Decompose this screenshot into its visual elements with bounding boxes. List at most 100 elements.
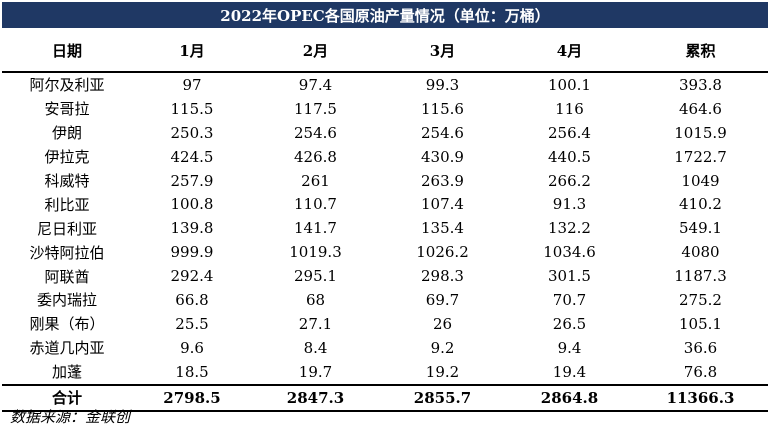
value-cell: 424.5: [170, 147, 214, 166]
table-row: 沙特阿拉伯 999.9 1019.3 1026.2 1034.6 4080: [2, 240, 768, 264]
country-cell: 安哥拉: [44, 100, 90, 119]
source-note: 数据来源：金联创: [10, 408, 131, 426]
value-cell: 256.4: [548, 123, 591, 142]
country-cell: 刚果（布）: [29, 315, 105, 334]
value-cell: 1722.7: [674, 147, 727, 166]
country-cell: 利比亚: [44, 195, 90, 214]
value-cell: 115.5: [170, 99, 214, 118]
country-cell: 阿联酋: [44, 267, 90, 286]
value-cell: 132.2: [548, 219, 591, 238]
value-cell: 250.3: [170, 123, 214, 142]
value-cell: 430.9: [421, 147, 464, 166]
value-cell: 66.8: [175, 290, 209, 309]
table-row: 利比亚 100.8 110.7 107.4 91.3 410.2: [2, 192, 768, 216]
header-cell-mar: 3月: [429, 41, 456, 60]
table-row: 尼日利亚 139.8 141.7 135.4 132.2 549.1: [2, 216, 768, 240]
value-cell: 100.1: [548, 75, 591, 94]
value-cell: 68: [305, 290, 326, 309]
table-row: 委内瑞拉 66.8 68 69.7 70.7 275.2: [2, 288, 768, 312]
value-cell: 135.4: [421, 219, 464, 238]
header-cell-apr: 4月: [556, 41, 583, 60]
value-cell: 99.3: [425, 75, 460, 94]
value-cell: 19.7: [298, 362, 333, 381]
value-cell: 91.3: [552, 195, 587, 214]
total-cell: 2847.3: [286, 388, 345, 407]
value-cell: 141.7: [294, 219, 337, 238]
table-row: 伊拉克 424.5 426.8 430.9 440.5 1722.7: [2, 145, 768, 169]
value-cell: 36.6: [683, 338, 718, 357]
country-cell: 加蓬: [51, 363, 82, 382]
value-cell: 19.2: [425, 362, 460, 381]
value-cell: 116: [555, 99, 584, 118]
country-cell: 赤道几内亚: [29, 339, 105, 358]
value-cell: 292.4: [170, 267, 214, 286]
value-cell: 117.5: [294, 99, 337, 118]
value-cell: 100.8: [170, 195, 214, 214]
value-cell: 4080: [681, 243, 720, 262]
value-cell: 1187.3: [674, 267, 727, 286]
value-cell: 254.6: [294, 123, 337, 142]
value-cell: 1019.3: [289, 243, 342, 262]
table-total-row: 合计 2798.5 2847.3 2855.7 2864.8 11366.3: [2, 383, 768, 412]
value-cell: 275.2: [679, 290, 722, 309]
table-title: 2022年OPEC各国原油产量情况（单位：万桶）: [2, 2, 768, 28]
value-cell: 9.4: [557, 338, 582, 357]
country-cell: 科威特: [44, 172, 90, 190]
value-cell: 263.9: [421, 171, 464, 190]
value-cell: 393.8: [679, 75, 722, 94]
header-cell-date: 日期: [51, 41, 82, 60]
value-cell: 464.6: [679, 99, 722, 118]
value-cell: 18.5: [175, 362, 209, 381]
value-cell: 27.1: [298, 314, 333, 333]
table-row: 阿联酋 292.4 295.1 298.3 301.5 1187.3: [2, 264, 768, 288]
production-table: 日期 1月 2月 3月 4月 累积 阿尔及利亚 97 97.4 99.3 100.1 39…: [2, 29, 768, 412]
value-cell: 257.9: [170, 171, 214, 190]
value-cell: 549.1: [679, 219, 722, 238]
value-cell: 254.6: [421, 123, 464, 142]
total-label: 合计: [51, 389, 82, 408]
value-cell: 1034.6: [543, 243, 596, 262]
table-header-row: 日期 1月 2月 3月 4月 累积: [2, 29, 768, 73]
country-cell: 委内瑞拉: [36, 291, 97, 310]
value-cell: 115.6: [421, 99, 464, 118]
value-cell: 426.8: [294, 147, 337, 166]
country-cell: 伊拉克: [44, 148, 90, 167]
total-cell: 2855.7: [413, 388, 472, 407]
table-row: 阿尔及利亚 97 97.4 99.3 100.1 393.8: [2, 73, 768, 97]
table-row: 加蓬 18.5 19.7 19.2 19.4 76.8: [2, 360, 768, 384]
header-cell-cumulative: 累积: [685, 41, 716, 60]
value-cell: 999.9: [170, 243, 214, 262]
value-cell: 25.5: [175, 314, 209, 333]
value-cell: 107.4: [421, 195, 464, 214]
header-cell-jan: 1月: [179, 41, 205, 60]
table-row: 赤道几内亚 9.6 8.4 9.2 9.4 36.6: [2, 336, 768, 360]
value-cell: 26.5: [552, 314, 587, 333]
value-cell: 105.1: [679, 314, 722, 333]
value-cell: 97.4: [298, 75, 333, 94]
value-cell: 9.6: [180, 338, 204, 357]
table-row: 安哥拉 115.5 117.5 115.6 116 464.6: [2, 97, 768, 121]
value-cell: 9.2: [430, 338, 455, 357]
country-cell: 沙特阿拉伯: [29, 243, 105, 262]
country-cell: 尼日利亚: [36, 219, 97, 238]
value-cell: 76.8: [683, 362, 718, 381]
value-cell: 110.7: [294, 195, 337, 214]
table-row: 伊朗 250.3 254.6 254.6 256.4 1015.9: [2, 121, 768, 145]
value-cell: 410.2: [679, 195, 722, 214]
value-cell: 266.2: [548, 171, 591, 190]
header-cell-feb: 2月: [302, 41, 329, 60]
value-cell: 261: [301, 171, 330, 190]
value-cell: 97: [182, 75, 202, 94]
value-cell: 26: [432, 314, 453, 333]
total-cell: 2798.5: [163, 388, 221, 407]
value-cell: 440.5: [548, 147, 591, 166]
value-cell: 295.1: [294, 267, 337, 286]
value-cell: 19.4: [552, 362, 587, 381]
value-cell: 139.8: [170, 219, 214, 238]
table-row: 科威特 257.9 261 263.9 266.2 1049: [2, 169, 768, 193]
value-cell: 1015.9: [674, 123, 727, 142]
country-cell: 阿尔及利亚: [29, 76, 105, 95]
value-cell: 298.3: [421, 267, 464, 286]
total-cell: 2864.8: [540, 388, 599, 407]
value-cell: 8.4: [303, 338, 328, 357]
